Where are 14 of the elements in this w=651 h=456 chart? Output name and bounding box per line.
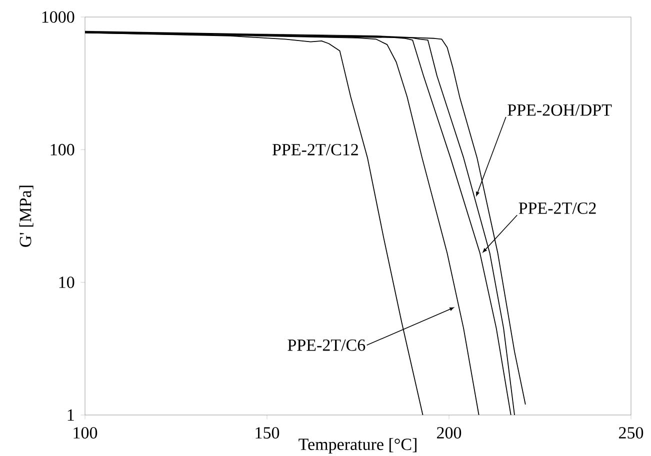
y-tick-label: 1000	[42, 11, 74, 23]
annotation: PPE-2T/C6	[288, 339, 366, 351]
y-tick-label: 1	[68, 409, 74, 421]
y-axis-title: G' [MPa]	[19, 186, 34, 247]
x-tick-label: 200	[437, 427, 462, 439]
x-axis-title: Temperature [°C]	[298, 438, 416, 454]
x-tick-label: 250	[619, 427, 644, 439]
y-tick-label: 10	[59, 276, 74, 288]
x-tick-label: 100	[74, 427, 98, 439]
x-tick-label: 150	[256, 427, 280, 439]
y-tick-label: 100	[50, 144, 74, 156]
annotation: PPE-2OH/DPT	[508, 104, 612, 116]
annotation: PPE-2T/C12	[272, 144, 358, 156]
annotation: PPE-2T/C2	[518, 202, 596, 214]
